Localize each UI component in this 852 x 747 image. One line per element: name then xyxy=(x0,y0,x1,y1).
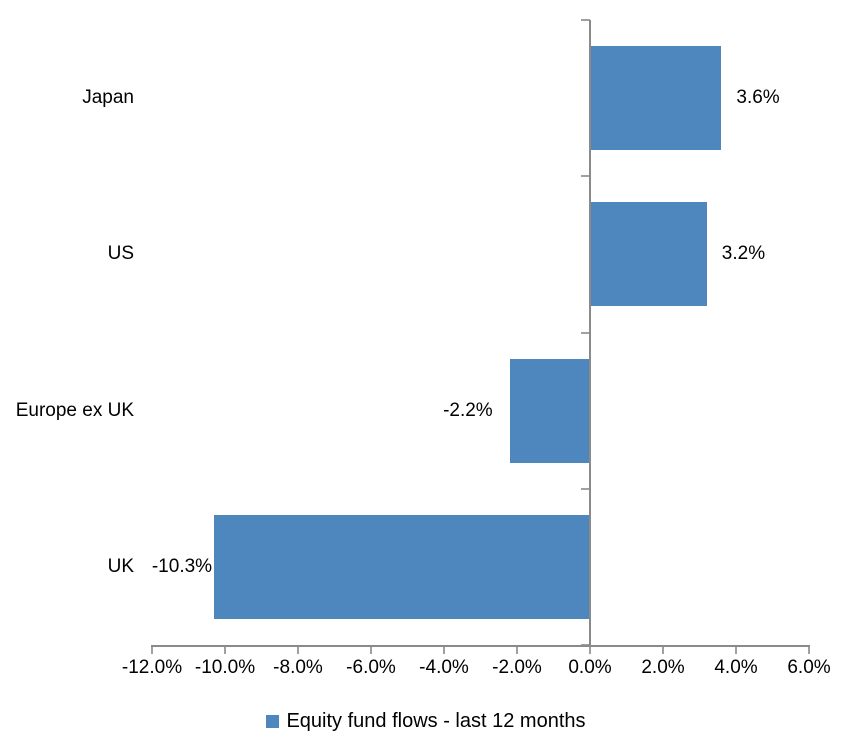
x-tick-label: -8.0% xyxy=(273,657,323,678)
x-axis-tick xyxy=(735,645,737,654)
x-axis-tick xyxy=(370,645,372,654)
x-axis-tick xyxy=(297,645,299,654)
category-label: Japan xyxy=(82,87,134,109)
data-label: 3.2% xyxy=(721,243,766,265)
x-tick-label: 6.0% xyxy=(787,657,831,678)
category-label: UK xyxy=(107,555,134,577)
x-tick-label: 4.0% xyxy=(714,657,758,678)
legend: Equity fund flows - last 12 months xyxy=(0,706,852,736)
x-axis-tick xyxy=(808,645,810,654)
legend-marker-icon xyxy=(266,714,280,728)
data-label: -10.3% xyxy=(151,555,213,577)
bar-japan xyxy=(590,46,722,151)
category-label: Europe ex UK xyxy=(15,399,134,421)
legend-label: Equity fund flows - last 12 months xyxy=(286,709,586,732)
x-tick-label: -12.0% xyxy=(121,657,183,678)
bar-uk xyxy=(214,514,590,619)
bar-us xyxy=(590,202,707,307)
x-tick-label: 0.0% xyxy=(568,657,612,678)
bar-europe-ex-uk xyxy=(509,358,590,463)
x-axis-tick xyxy=(224,645,226,654)
x-axis-tick xyxy=(443,645,445,654)
y-axis-line xyxy=(589,20,591,647)
category-label: US xyxy=(107,243,134,265)
y-axis-tick xyxy=(581,331,590,334)
x-tick-label: -2.0% xyxy=(492,657,542,678)
y-axis-tick xyxy=(581,19,590,21)
x-tick-label: -6.0% xyxy=(346,657,396,678)
x-axis-tick xyxy=(589,645,591,654)
x-tick-label: -4.0% xyxy=(419,657,469,678)
x-axis-line xyxy=(151,645,810,647)
x-tick-label: 2.0% xyxy=(641,657,685,678)
x-axis-tick xyxy=(516,645,518,654)
data-label: 3.6% xyxy=(736,87,780,109)
x-axis-tick xyxy=(662,645,664,654)
data-label: -2.2% xyxy=(443,399,493,421)
x-tick-label: -10.0% xyxy=(194,657,256,678)
x-axis-tick xyxy=(151,645,153,654)
y-axis-tick xyxy=(581,175,590,178)
y-axis-tick xyxy=(581,487,590,490)
